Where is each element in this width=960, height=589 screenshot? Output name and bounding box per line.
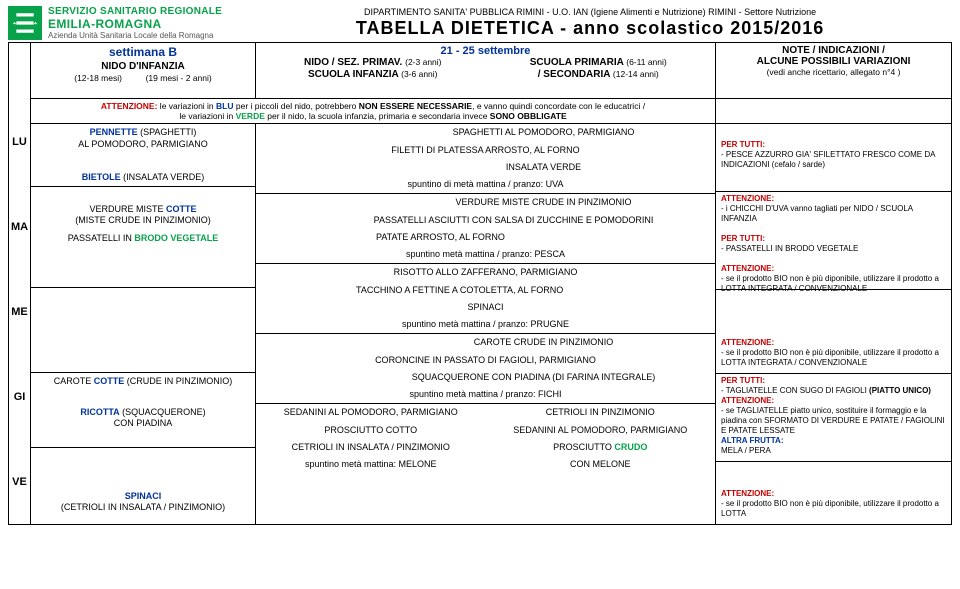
week-label: settimana B	[31, 43, 255, 61]
gi-notes: PER TUTTI: - TAGLIATELLE CON SUGO DI FAG…	[716, 374, 951, 462]
logo-text: SERVIZIO SANITARIO REGIONALE EMILIA-ROMA…	[48, 6, 222, 40]
me-dish3: SPINACI	[256, 299, 715, 316]
logo-line2: EMILIA-ROMAGNA	[48, 18, 222, 32]
me-notes: ATTENZIONE: - se il prodotto BIO non è p…	[716, 290, 951, 374]
warning-text: ATTENZIONE: le variazioni in BLU per i p…	[31, 99, 715, 123]
lu-dish2: FILETTI DI PLATESSA ARROSTO, AL FORNO	[256, 142, 715, 159]
ma-nido-dish1: VERDURE MISTE COTTE(MISTE CRUDE IN PINZI…	[31, 201, 255, 230]
lu-nido-dish1: PENNETTE (SPAGHETTI)AL POMODORO, PARMIGI…	[31, 124, 255, 153]
day-me: ME	[9, 269, 30, 354]
ve-left-dish3: CETRIOLI IN INSALATA / PINZIMONIO	[256, 439, 486, 456]
col-b-left-header: NIDO / SEZ. PRIMAV. (2-3 anni) SCUOLA IN…	[260, 57, 486, 81]
gi-nido-dish1: CAROTE COTTE (CRUDE IN PINZIMONIO)	[31, 373, 255, 390]
me-dish2: TACCHINO A FETTINE A COTOLETTA, AL FORNO	[256, 282, 715, 299]
ve-left-dish1: SEDANINI AL POMODORO, PARMIGIANO	[256, 404, 486, 421]
notes-column: PER TUTTI: - PESCE AZZURRO GIA' SFILETTA…	[716, 124, 951, 524]
ve-right-dish2: SEDANINI AL POMODORO, PARMIGIANO	[486, 422, 716, 439]
ve-right-dish4: CON MELONE	[486, 456, 716, 473]
ma-dish0: VERDURE MISTE CRUDE IN PINZIMONIO	[256, 194, 715, 211]
warning-strip-row: ATTENZIONE: le variazioni in BLU per i p…	[31, 99, 951, 124]
ve-notes: ATTENZIONE: - se il prodotto BIO non è p…	[716, 462, 951, 524]
date-range: 21 - 25 settembre	[256, 43, 715, 57]
day-ve: VE	[9, 439, 30, 524]
scuola-column: SPAGHETTI AL POMODORO, PARMIGIANO FILETT…	[256, 124, 716, 524]
lu-spuntino: spuntino di metà mattina / pranzo: UVA	[256, 176, 715, 194]
gi-nido-dish2: RICOTTA (SQUACQUERONE)CON PIADINA	[31, 404, 255, 433]
col-a-header: NIDO D'INFANZIA (12-18 mesi) (19 mesi - …	[35, 61, 251, 85]
col-b-right-header: SCUOLA PRIMARIA (6-11 anni) / SECONDARIA…	[486, 57, 712, 81]
gi-dish1: CORONCINE IN PASSATO DI FAGIOLI, PARMIGI…	[256, 352, 715, 369]
lu-notes: PER TUTTI: - PESCE AZZURRO GIA' SFILETTA…	[716, 124, 951, 192]
menu-grid: LU MA ME GI VE settimana B NIDO D'INFANZ…	[8, 42, 952, 525]
notes-header: NOTE / INDICAZIONI / ALCUNE POSSIBILI VA…	[716, 43, 951, 80]
ve-nido-dish: SPINACI(CETRIOLI IN INSALATA / PINZIMONI…	[31, 488, 255, 517]
gi-dish0: CAROTE CRUDE IN PINZIMONIO	[256, 334, 715, 351]
me-dish1: RISOTTO ALLO ZAFFERANO, PARMIGIANO	[256, 264, 715, 281]
gi-dish2: SQUACQUERONE CON PIADINA (DI FARINA INTE…	[256, 369, 715, 386]
logo-icon	[8, 6, 42, 40]
header-row: settimana B NIDO D'INFANZIA (12-18 mesi)…	[31, 43, 951, 99]
ma-nido-dish2: PASSATELLI IN BRODO VEGETALE	[31, 230, 255, 247]
gi-spuntino: spuntino metà mattina / pranzo: FICHI	[256, 386, 715, 404]
day-ma: MA	[9, 184, 30, 269]
ma-dish1: PASSATELLI ASCIUTTI CON SALSA DI ZUCCHIN…	[256, 212, 715, 229]
header-strip: SERVIZIO SANITARIO REGIONALE EMILIA-ROMA…	[8, 6, 952, 40]
lu-dish1: SPAGHETTI AL POMODORO, PARMIGIANO	[256, 124, 715, 141]
day-gi: GI	[9, 354, 30, 439]
ma-spuntino: spuntino metà mattina / pranzo: PESCA	[256, 246, 715, 264]
nido-column: PENNETTE (SPAGHETTI)AL POMODORO, PARMIGI…	[31, 124, 256, 524]
ve-right-dish1: CETRIOLI IN PINZIMONIO	[486, 404, 716, 421]
ma-dish2: PATATE ARROSTO, AL FORNO	[256, 229, 715, 246]
ve-right-dish3: PROSCIUTTO CRUDO	[486, 439, 716, 456]
lu-dish3: INSALATA VERDE	[256, 159, 715, 176]
logo-line3: Azienda Unità Sanitaria Locale della Rom…	[48, 31, 222, 40]
ve-left-spuntino: spuntino metà mattina: MELONE	[256, 456, 486, 473]
ve-left-dish2: PROSCIUTTO COTTO	[256, 422, 486, 439]
day-labels-column: LU MA ME GI VE	[9, 43, 31, 524]
ma-notes: ATTENZIONE: - i CHICCHI D'UVA vanno tagl…	[716, 192, 951, 290]
me-spuntino: spuntino metà mattina / pranzo: PRUGNE	[256, 316, 715, 334]
day-lu: LU	[9, 99, 30, 184]
logo-line1: SERVIZIO SANITARIO REGIONALE	[48, 6, 222, 18]
lu-nido-dish2: BIETOLE (INSALATA VERDE)	[31, 169, 255, 186]
page-title: TABELLA DIETETICA - anno scolastico 2015…	[228, 18, 952, 39]
department-line: DIPARTIMENTO SANITA' PUBBLICA RIMINI - U…	[228, 7, 952, 17]
